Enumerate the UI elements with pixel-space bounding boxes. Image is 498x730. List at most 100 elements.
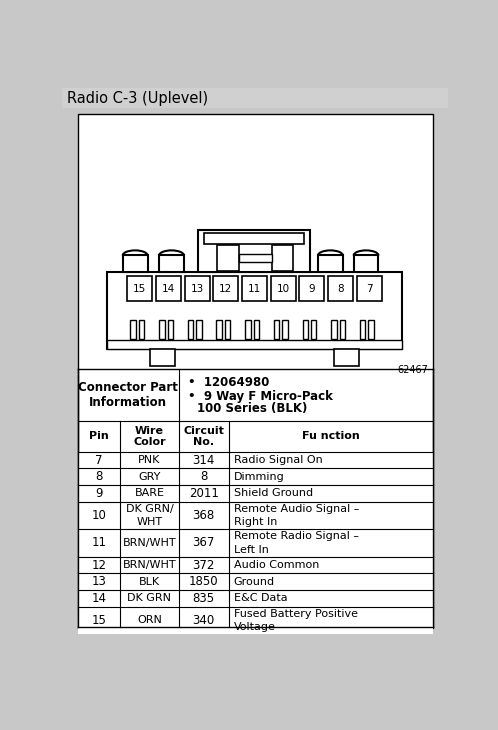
Text: 367: 367 [193, 537, 215, 550]
Text: 15: 15 [133, 283, 146, 293]
Text: BRN/WHT: BRN/WHT [123, 560, 176, 570]
Text: 314: 314 [193, 453, 215, 466]
Bar [107, 340, 402, 350]
Bar [62, 88, 448, 108]
Bar [156, 276, 181, 301]
Text: Fu nction: Fu nction [302, 431, 360, 442]
Text: 14: 14 [92, 592, 107, 604]
Bar [334, 350, 359, 366]
Text: 7: 7 [95, 453, 103, 466]
Text: Remote Audio Signal –
Right In: Remote Audio Signal – Right In [234, 504, 359, 527]
Text: 100 Series (BLK): 100 Series (BLK) [197, 402, 307, 415]
Bar [185, 276, 210, 301]
Bar [271, 245, 293, 271]
Text: 11: 11 [248, 283, 261, 293]
Text: BLK: BLK [139, 577, 160, 587]
Bar [239, 254, 271, 261]
Bar [213, 276, 238, 301]
Bar [130, 320, 136, 339]
Text: Remote Radio Signal –
Left In: Remote Radio Signal – Left In [234, 531, 359, 555]
Bar [311, 320, 316, 339]
Text: 368: 368 [193, 509, 215, 522]
Bar [245, 320, 250, 339]
Bar [123, 255, 147, 272]
Text: E&C Data: E&C Data [234, 593, 287, 603]
Text: 1850: 1850 [189, 575, 219, 588]
Text: 340: 340 [193, 614, 215, 627]
Bar [159, 320, 164, 339]
Bar [78, 607, 433, 634]
Bar [168, 320, 173, 339]
Text: 835: 835 [193, 592, 215, 604]
Bar [78, 452, 433, 469]
Bar [78, 573, 433, 590]
Text: 12: 12 [92, 558, 107, 572]
Text: Shield Ground: Shield Ground [234, 488, 313, 499]
Bar [159, 255, 184, 272]
Text: •  9 Way F Micro-Pack: • 9 Way F Micro-Pack [188, 390, 333, 403]
Text: Connector Part
Information: Connector Part Information [78, 381, 178, 409]
Text: 7: 7 [366, 283, 373, 293]
Text: 9: 9 [95, 487, 103, 500]
Bar [217, 245, 239, 271]
Text: 8: 8 [200, 470, 207, 483]
Bar [150, 350, 175, 366]
Bar [299, 276, 324, 301]
Text: •  12064980: • 12064980 [188, 376, 269, 389]
Bar [188, 320, 193, 339]
Bar [107, 272, 402, 350]
Text: Audio Common: Audio Common [234, 560, 319, 570]
Bar [217, 320, 222, 339]
Bar [282, 320, 288, 339]
Bar [340, 320, 345, 339]
Text: Dimming: Dimming [234, 472, 284, 482]
Bar [328, 276, 353, 301]
Text: DK GRN/
WHT: DK GRN/ WHT [125, 504, 173, 527]
Text: Radio C-3 (Uplevel): Radio C-3 (Uplevel) [67, 91, 208, 106]
Text: 11: 11 [92, 537, 107, 550]
Text: ORN: ORN [137, 615, 162, 626]
Bar [302, 320, 308, 339]
Bar [253, 320, 259, 339]
Text: BARE: BARE [134, 488, 164, 499]
Bar [271, 276, 295, 301]
Bar [127, 276, 152, 301]
Text: 8: 8 [96, 470, 103, 483]
Text: 62467: 62467 [397, 365, 428, 374]
Text: 2011: 2011 [189, 487, 219, 500]
Bar [78, 502, 433, 529]
Bar [360, 320, 365, 339]
Bar [78, 529, 433, 557]
Bar [357, 276, 381, 301]
Text: 10: 10 [276, 283, 290, 293]
Text: 9: 9 [308, 283, 315, 293]
Text: 372: 372 [193, 558, 215, 572]
Bar [242, 276, 267, 301]
Bar [369, 320, 374, 339]
Bar [78, 590, 433, 607]
Text: BRN/WHT: BRN/WHT [123, 538, 176, 548]
Bar [139, 320, 144, 339]
Text: 13: 13 [190, 283, 204, 293]
Text: PNK: PNK [138, 455, 161, 465]
Text: DK GRN: DK GRN [127, 593, 171, 603]
Bar [318, 255, 343, 272]
Text: 12: 12 [219, 283, 233, 293]
Text: Radio Signal On: Radio Signal On [234, 455, 322, 465]
Text: Ground: Ground [234, 577, 275, 587]
Bar [354, 255, 378, 272]
Text: 10: 10 [92, 509, 107, 522]
Bar [274, 320, 279, 339]
Text: Fused Battery Positive
Voltage: Fused Battery Positive Voltage [234, 609, 358, 632]
Text: 14: 14 [162, 283, 175, 293]
Bar [198, 230, 310, 272]
Bar [196, 320, 202, 339]
Bar [78, 557, 433, 573]
Bar [78, 485, 433, 502]
Text: Pin: Pin [89, 431, 109, 442]
Text: 13: 13 [92, 575, 107, 588]
Text: Wire
Color: Wire Color [133, 426, 166, 447]
Bar [204, 233, 304, 244]
Text: 8: 8 [337, 283, 344, 293]
Text: Circuit
No.: Circuit No. [183, 426, 224, 447]
